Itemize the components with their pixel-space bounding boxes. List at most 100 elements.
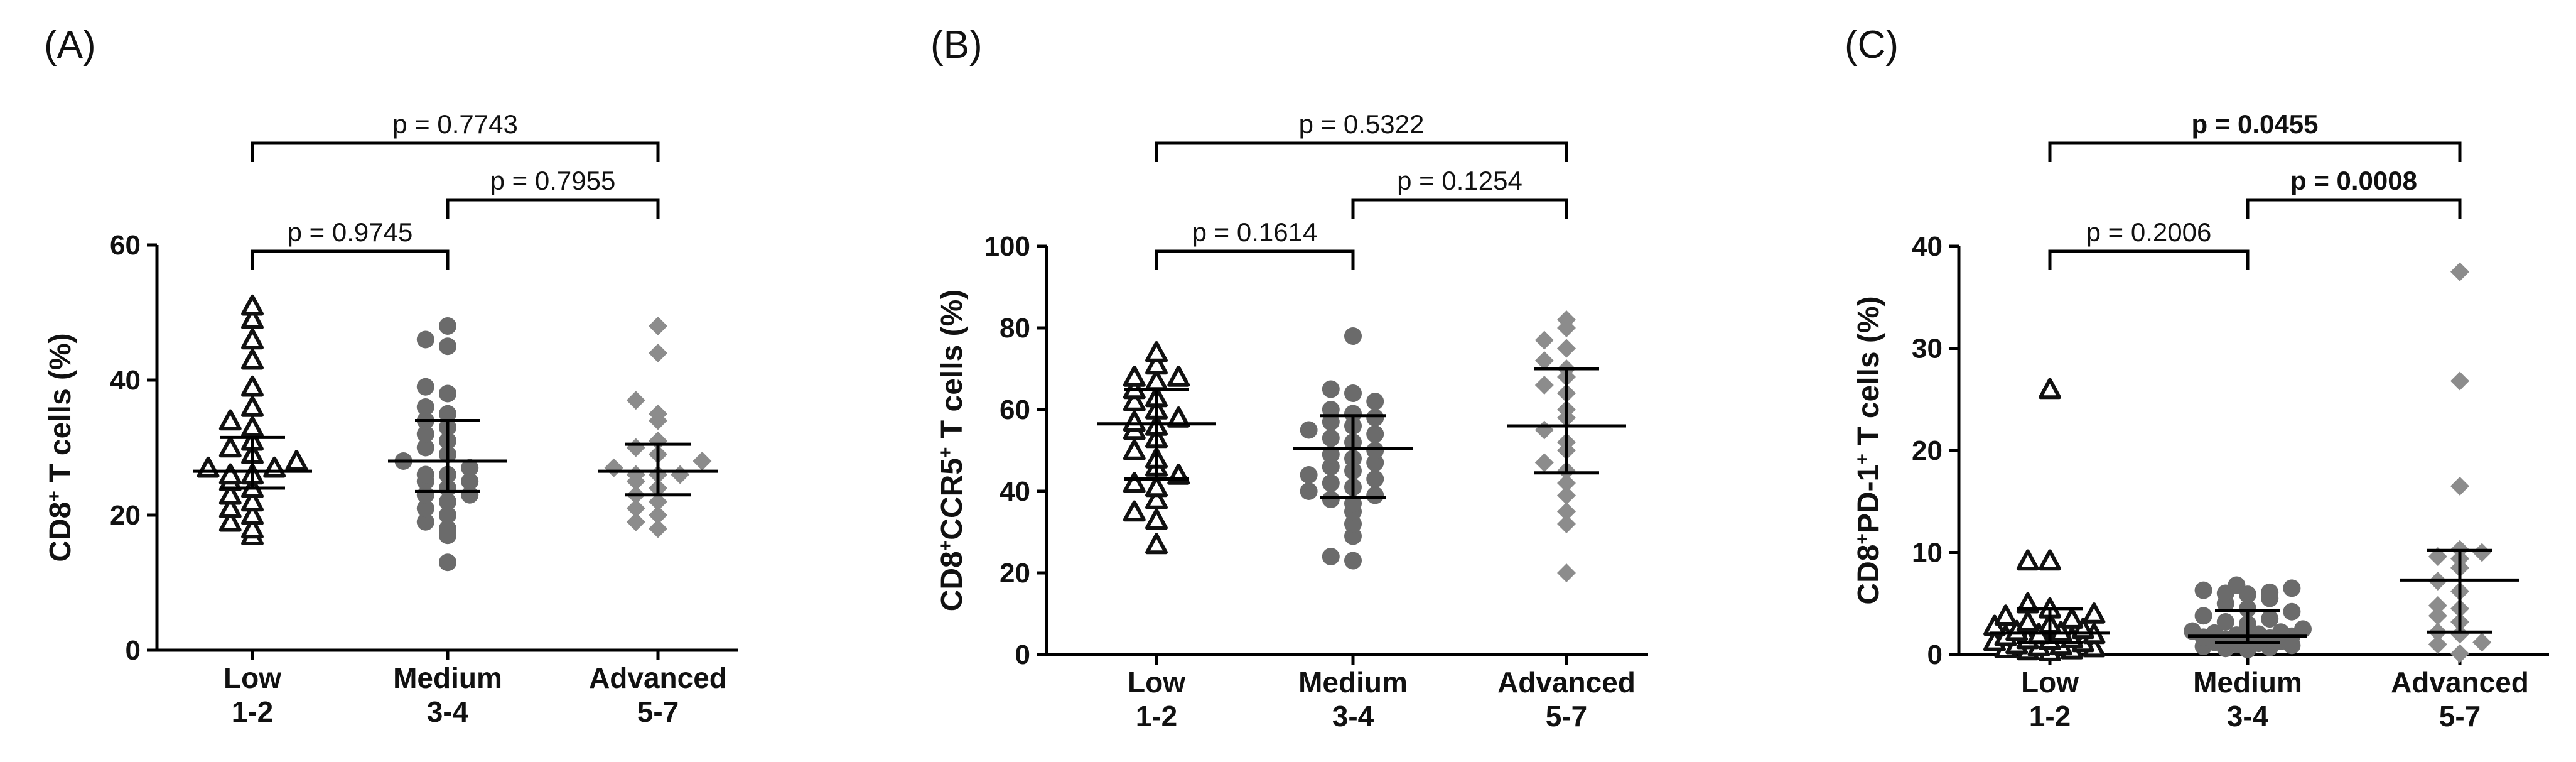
y-axis-label-sup: + [1852,454,1873,465]
data-point [1123,472,1146,493]
y-tick-label: 0 [1927,640,1943,670]
data-point [2083,602,2106,624]
data-point [693,452,712,471]
data-point [2194,607,2212,625]
data-point [2039,378,2061,400]
data-point [2261,610,2279,628]
panel-label: (A) [44,23,96,67]
significance-bracket [446,198,660,219]
data-point [2016,611,2039,632]
data-point [416,378,434,396]
data-point [1344,494,1362,513]
y-tick-label: 40 [110,365,141,396]
data-point [1322,458,1340,476]
data-point [218,497,242,518]
data-point [649,492,667,511]
data-point [285,450,308,471]
data-point [1344,405,1362,423]
y-tick-label: 20 [1000,558,1030,589]
data-point [1322,491,1340,508]
data-point [218,510,242,532]
data-point [241,375,264,397]
data-point [461,472,479,491]
data-point [197,456,220,478]
data-point [1322,429,1340,447]
data-point [241,517,264,539]
data-point [2261,583,2279,601]
panel-label: (C) [1845,23,1899,67]
data-point [1344,384,1362,402]
data-point [416,398,434,416]
data-point [1557,563,1576,582]
x-category-label: Low [2021,666,2079,699]
data-point [649,344,667,362]
data-point [1123,366,1146,387]
data-point [241,294,264,316]
data-point [1557,514,1576,533]
data-point [218,409,242,431]
x-category-label: Advanced [589,661,727,694]
y-tick-label: 60 [110,230,141,261]
significance-bracket [1155,141,1568,162]
y-tick-label: 60 [1000,395,1030,425]
data-point [2228,576,2246,594]
data-point [1557,474,1576,493]
data-point [439,384,456,403]
data-point [626,391,645,410]
y-tick-label: 20 [1912,435,1943,466]
p-value-label: p = 0.7743 [392,109,518,139]
data-point [1322,445,1340,464]
x-category-sublabel: 3-4 [1332,700,1374,732]
data-point [1123,410,1146,432]
y-axis-label-sup: + [935,447,956,458]
data-point [416,425,434,443]
data-point [671,465,690,484]
y-axis-label-part: CCR5 [935,458,969,540]
data-point [1366,409,1384,427]
y-tick-label: 80 [1000,313,1030,344]
p-value-label: p = 0.1254 [1397,166,1522,195]
data-point [1534,351,1554,370]
data-point [241,396,264,417]
data-point [1300,482,1318,500]
data-point [2016,549,2039,571]
x-category-sublabel: 5-7 [637,695,679,728]
data-point [241,504,264,525]
p-value-label: p = 0.2006 [2086,217,2212,247]
data-point [2472,543,2492,562]
x-category-sublabel: 1-2 [232,695,273,728]
data-point [1123,439,1146,460]
x-category-sublabel: 1-2 [2029,700,2071,732]
p-value-label: p = 0.7955 [490,166,616,195]
p-value-label: p = 0.0455 [2192,109,2319,139]
data-point [2428,596,2447,615]
data-point [416,330,434,349]
data-point [626,438,645,457]
data-point [1366,470,1384,488]
data-point [1145,488,1168,509]
data-point [416,438,434,457]
data-point [439,405,456,423]
data-point [1557,502,1576,521]
data-point [1145,508,1168,530]
data-point [1557,486,1576,505]
data-point [1123,500,1146,522]
significance-bracket [251,141,660,162]
data-point [2239,599,2256,618]
y-axis-label-sup: + [1852,533,1873,545]
x-category-label: Low [1128,666,1185,699]
data-point [2450,371,2469,391]
y-axis-label: CD8+ T cells (%) [44,333,78,562]
p-value-label: p = 0.5322 [1299,109,1425,139]
data-point [1366,442,1384,459]
data-point [439,553,456,572]
x-category-label: Medium [2193,666,2302,699]
data-point [1557,339,1576,358]
data-point [1322,413,1340,431]
data-point [604,458,623,477]
significance-bracket [251,249,450,270]
data-point [2294,620,2312,638]
data-point [1366,393,1384,410]
data-point [2450,476,2469,496]
